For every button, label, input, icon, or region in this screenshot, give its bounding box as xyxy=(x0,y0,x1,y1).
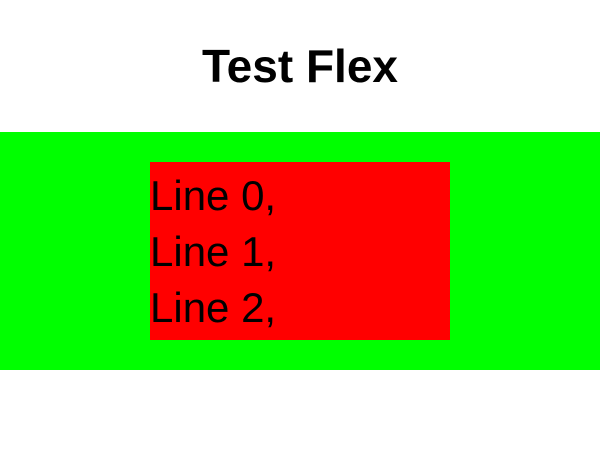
line-0: Line 0, xyxy=(150,172,277,219)
page-title: Test Flex xyxy=(202,40,398,92)
line-2: Line 2, xyxy=(150,284,277,331)
flex-container: Line 0, Line 1, Line 2, xyxy=(0,132,600,370)
line-1: Line 1, xyxy=(150,228,277,275)
flex-item: Line 0, Line 1, Line 2, xyxy=(150,162,450,340)
